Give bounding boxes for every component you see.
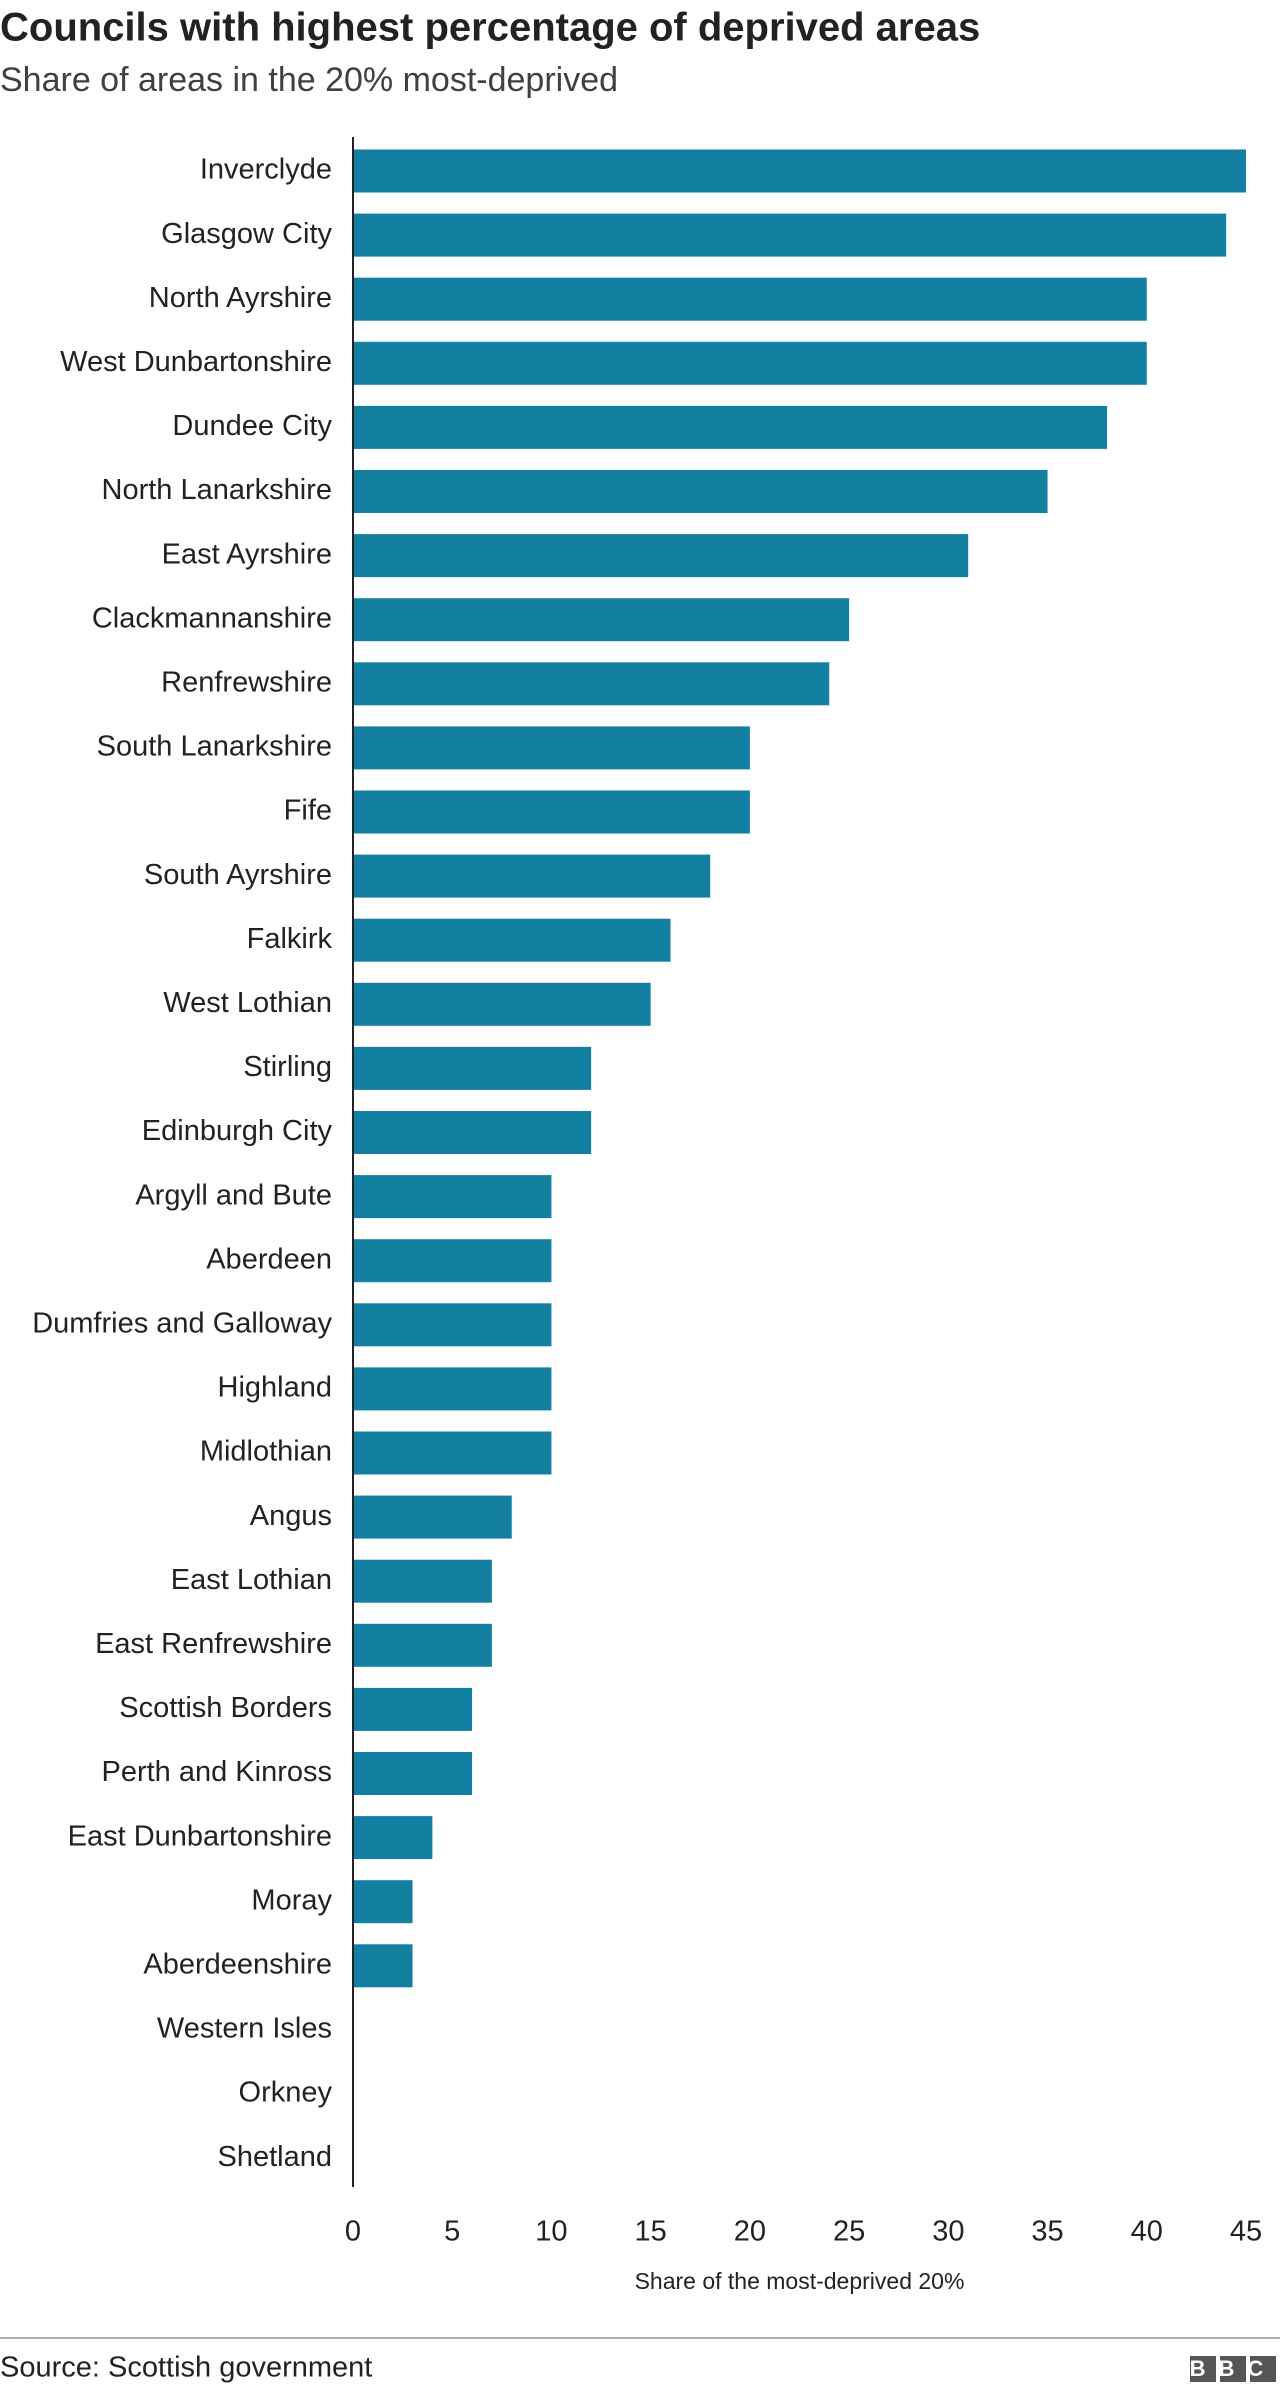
bar [353, 1944, 413, 1988]
logo-text: BBC [1190, 2356, 1277, 2381]
y-tick-label: Highland [218, 1372, 332, 1404]
logo-box [1220, 2356, 1246, 2382]
y-tick-label: Scottish Borders [119, 1692, 332, 1724]
x-tick-label: 25 [833, 2216, 865, 2248]
x-tick-label: 20 [734, 2216, 766, 2248]
y-tick-label: Western Isles [157, 2013, 332, 2045]
x-tick-label: 15 [635, 2216, 667, 2248]
y-tick-label: Midlothian [200, 1436, 332, 1468]
x-tick-label: 30 [932, 2216, 964, 2248]
bar [353, 149, 1246, 193]
y-tick-label: Moray [251, 1884, 332, 1916]
bar [353, 1752, 473, 1795]
bar [353, 1239, 552, 1283]
bar [353, 1687, 473, 1731]
y-tick-label: West Dunbartonshire [60, 346, 332, 378]
logo-box [1250, 2356, 1276, 2382]
bar [353, 1495, 512, 1539]
y-tick-label: Inverclyde [200, 154, 332, 186]
y-tick-label: Aberdeen [206, 1243, 332, 1275]
y-tick-label: Falkirk [247, 923, 333, 955]
y-tick-label: East Ayrshire [162, 538, 332, 570]
y-tick-label: Shetland [218, 2141, 333, 2173]
y-tick-label: East Renfrewshire [95, 1628, 332, 1660]
bar [353, 213, 1227, 257]
y-tick-label: Argyll and Bute [135, 1179, 332, 1211]
chart-title: Councils with highest percentage of depr… [0, 6, 980, 50]
x-tick-label: 10 [535, 2216, 567, 2248]
bar [353, 982, 651, 1026]
y-tick-label: Renfrewshire [161, 666, 332, 698]
y-tick-label: East Dunbartonshire [68, 1820, 332, 1852]
bar [353, 598, 850, 642]
bar [353, 1816, 433, 1860]
y-tick-label: Aberdeenshire [143, 1948, 332, 1980]
y-tick-label: West Lothian [163, 987, 332, 1019]
y-tick-label: Fife [284, 795, 332, 827]
x-tick-label: 5 [444, 2216, 460, 2248]
bar [353, 854, 711, 898]
bar [353, 470, 1048, 513]
x-tick-label: 45 [1230, 2216, 1262, 2248]
y-tick-label: Perth and Kinross [101, 1756, 332, 1788]
source: Source: Scottish government [0, 2352, 372, 2384]
bar [353, 918, 671, 962]
bar [353, 1175, 552, 1219]
bar [353, 534, 969, 578]
x-tick-label: 0 [345, 2216, 361, 2248]
y-tick-label: Angus [250, 1500, 332, 1532]
bar [353, 405, 1108, 449]
x-tick-label: 40 [1131, 2216, 1163, 2248]
bar [353, 662, 830, 706]
chart-subtitle: Share of areas in the 20% most-deprived [0, 61, 618, 99]
y-tick-label: Edinburgh City [142, 1115, 333, 1147]
y-tick-label: South Lanarkshire [97, 731, 332, 763]
bar [353, 1046, 592, 1090]
logo-box [1190, 2356, 1216, 2382]
bar [353, 277, 1147, 321]
y-tick-label: Orkney [239, 2077, 333, 2109]
bar [353, 1111, 592, 1154]
bar [353, 790, 750, 834]
y-tick-label: South Ayrshire [144, 859, 332, 891]
x-tick-label: 35 [1031, 2216, 1063, 2248]
y-tick-label: North Lanarkshire [102, 474, 333, 506]
y-tick-label: Glasgow City [161, 218, 332, 250]
bar [353, 1431, 552, 1475]
y-tick-label: Clackmannanshire [92, 602, 332, 634]
bar [353, 1623, 492, 1667]
y-tick-label: North Ayrshire [149, 282, 332, 314]
y-tick-label: East Lothian [171, 1564, 332, 1596]
y-tick-label: Stirling [243, 1051, 332, 1083]
y-tick-label: Dundee City [172, 410, 332, 442]
bar [353, 1303, 552, 1347]
x-axis-label: Share of the most-deprived 20% [635, 2268, 965, 2294]
logo: BBC [1190, 2356, 1277, 2382]
bar [353, 1559, 492, 1603]
bar [353, 726, 750, 770]
bar [353, 341, 1147, 385]
bar [353, 1880, 413, 1924]
bar [353, 1367, 552, 1411]
y-tick-label: Dumfries and Galloway [32, 1307, 332, 1339]
